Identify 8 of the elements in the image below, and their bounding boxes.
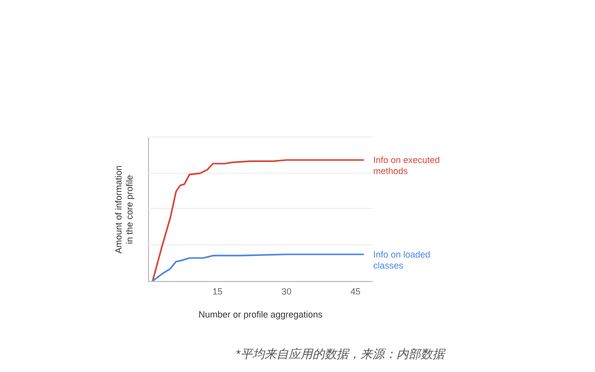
y-axis-title: Amount of information in the core profile	[114, 165, 134, 254]
x-tick-label: 30	[281, 286, 292, 296]
x-axis-title: Number or profile aggregations	[198, 310, 324, 320]
series-label: Info on loaded classes	[373, 249, 430, 270]
x-tick-label: 15	[212, 286, 222, 296]
series-label: Info on executed methods	[373, 155, 440, 176]
x-tick-label: 45	[350, 286, 360, 296]
text: *平均来自应用的数据，来源：内部数据	[236, 347, 446, 361]
